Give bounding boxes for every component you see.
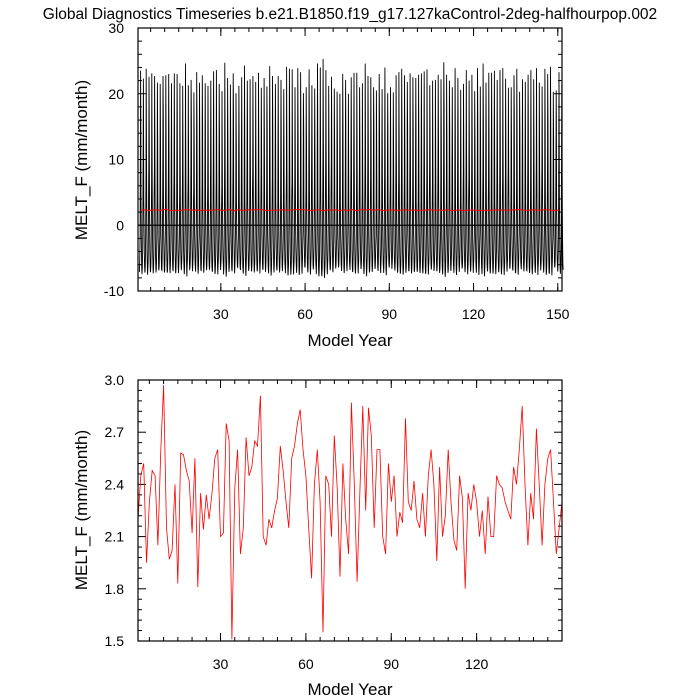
panel2-y-axis-label: MELT_F (mm/month)	[72, 430, 91, 590]
panel2-y-tick-label: 2.4	[105, 476, 125, 492]
panel1-plot-frame	[137, 27, 563, 292]
panel2-y-tick-label: 2.7	[105, 424, 125, 440]
panel1-axes: 30 60 90 120 150 -10 0 10 20 30	[104, 20, 570, 322]
panel1-x-tick-label: 120	[462, 306, 486, 322]
panel2-y-tick-label: 3.0	[105, 372, 125, 388]
monthly-timeseries-panel: MELT_F (mm/month) Model Year 30 60 90 120 15…	[72, 20, 570, 350]
panel2-plot-frame	[137, 379, 563, 642]
panel1-monthly-series-line	[138, 58, 564, 278]
panel2-y-tick-label: 2.1	[105, 529, 125, 545]
panel1-x-tick-label: 30	[213, 306, 229, 322]
panel1-x-tick-label: 90	[382, 306, 398, 322]
panel1-y-tick-label: 20	[108, 86, 124, 102]
panel1-y-tick-label: 10	[108, 152, 124, 168]
panel1-x-tick-label: 60	[297, 306, 313, 322]
panel2-x-tick-label: 120	[465, 656, 489, 672]
panel2-annual-mean-line	[137, 385, 563, 640]
panel2-x-tick-label: 30	[213, 656, 229, 672]
figure-title: Global Diagnostics Timeseries b.e21.B185…	[43, 6, 657, 23]
panel2-x-tick-label: 60	[298, 656, 314, 672]
panel2-axes: 30 60 90 120 1.5 1.8 2.1 2.4 2.7 3.0	[105, 372, 563, 672]
panel1-x-axis-label: Model Year	[307, 331, 392, 350]
panel2-x-tick-label: 90	[383, 656, 399, 672]
panel1-y-tick-label: 30	[108, 20, 124, 36]
panel1-y-tick-label: 0	[116, 217, 124, 233]
annual-mean-panel: MELT_F (mm/month) Model Year 30 60 90 120 1.…	[72, 372, 563, 699]
panel1-y-axis-label: MELT_F (mm/month)	[72, 80, 91, 240]
panel1-y-tick-label: -10	[104, 283, 124, 299]
panel2-x-axis-label: Model Year	[307, 680, 392, 699]
panel1-x-tick-label: 150	[546, 306, 570, 322]
panel2-y-tick-label: 1.5	[105, 633, 125, 649]
panel2-y-tick-label: 1.8	[105, 581, 125, 597]
panel1-annual-mean-line	[140, 208, 560, 212]
